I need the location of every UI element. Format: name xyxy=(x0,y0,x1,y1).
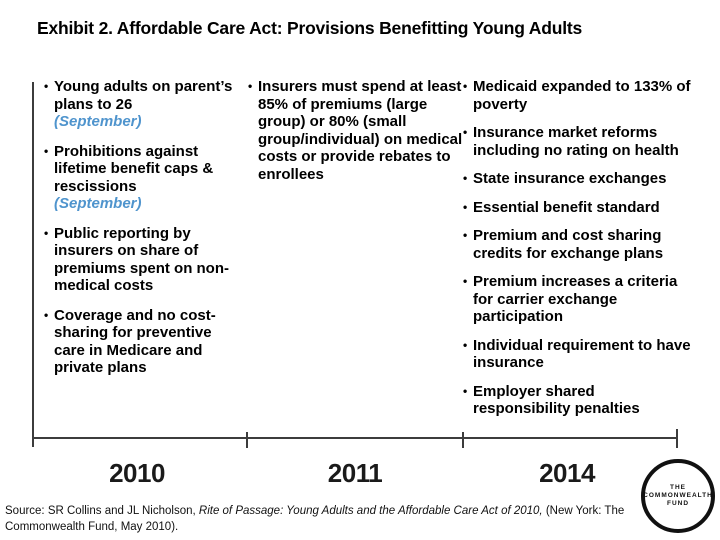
list-item: Essential benefit standard xyxy=(463,199,695,217)
timeline-tick-2011 xyxy=(246,432,248,448)
bullet-note: (September) xyxy=(54,195,142,212)
list-item: Premium and cost sharing credits for exc… xyxy=(463,227,695,262)
list-item: Prohibitions against lifetime benefit ca… xyxy=(44,143,236,213)
bullet-text: Prohibitions against lifetime benefit ca… xyxy=(54,142,214,195)
logo-line: THE xyxy=(670,484,686,491)
bullet-text: Medicaid expanded to 133% of poverty xyxy=(473,78,691,113)
source-suffix: (New York: The Commonwealth Fund, May 20… xyxy=(5,505,625,533)
list-item: Coverage and no cost-sharing for prevent… xyxy=(44,307,236,377)
timeline-tick-end xyxy=(676,429,678,448)
column-2011: Insurers must spend at least 85% of prem… xyxy=(248,78,463,195)
logo-line: COMMONWEALTH xyxy=(643,492,713,499)
column-2014: Medicaid expanded to 133% of poverty Ins… xyxy=(463,78,695,429)
bullet-text: Public reporting by insurers on share of… xyxy=(54,224,230,295)
bullet-text: Premium and cost sharing credits for exc… xyxy=(473,227,664,262)
bullet-text: Coverage and no cost-sharing for prevent… xyxy=(54,306,216,377)
list-item: Public reporting by insurers on share of… xyxy=(44,225,236,295)
bullet-note: (September) xyxy=(54,113,142,130)
list-item: State insurance exchanges xyxy=(463,170,695,188)
bullet-list-2014: Medicaid expanded to 133% of poverty Ins… xyxy=(463,78,695,418)
timeline-axis xyxy=(33,437,678,439)
bullet-text: Insurance market reforms including no ra… xyxy=(473,124,679,159)
list-item: Individual requirement to have insurance xyxy=(463,337,695,372)
bullet-text: Premium increases a criteria for carrier… xyxy=(473,273,678,325)
commonwealth-fund-logo: THE COMMONWEALTH FUND xyxy=(641,459,715,533)
timeline-left-riser xyxy=(32,82,34,447)
bullet-text: Young adults on parent’s plans to 26 xyxy=(54,78,233,113)
source-citation: Source: SR Collins and JL Nicholson, Rit… xyxy=(5,503,647,535)
list-item: Medicaid expanded to 133% of poverty xyxy=(463,78,695,113)
list-item: Employer shared responsibility penalties xyxy=(463,383,695,418)
list-item: Young adults on parent’s plans to 26 (Se… xyxy=(44,78,236,131)
bullet-text: State insurance exchanges xyxy=(473,170,667,187)
bullet-text: Employer shared responsibility penalties xyxy=(473,382,640,418)
timeline-label-2010: 2010 xyxy=(109,458,165,488)
timeline-tick-2014 xyxy=(462,432,464,448)
bullet-list-2010: Young adults on parent’s plans to 26 (Se… xyxy=(44,78,236,377)
page-title: Exhibit 2. Affordable Care Act: Provisio… xyxy=(37,18,583,38)
source-prefix: Source: SR Collins and JL Nicholson, xyxy=(5,505,199,517)
source-cited-title: Rite of Passage: Young Adults and the Af… xyxy=(198,505,543,517)
column-2010: Young adults on parent’s plans to 26 (Se… xyxy=(44,78,236,389)
timeline-label-2011: 2011 xyxy=(327,458,383,488)
logo-line: FUND xyxy=(666,500,690,507)
bullet-list-2011: Insurers must spend at least 85% of prem… xyxy=(248,78,463,183)
bullet-text: Insurers must spend at least 85% of prem… xyxy=(258,78,463,183)
bullet-text: Individual requirement to have insurance xyxy=(473,336,691,372)
bullet-text: Essential benefit standard xyxy=(473,198,660,216)
list-item: Insurers must spend at least 85% of prem… xyxy=(248,78,463,183)
timeline-label-2014: 2014 xyxy=(539,458,595,488)
list-item: Premium increases a criteria for carrier… xyxy=(463,273,695,326)
list-item: Insurance market reforms including no ra… xyxy=(463,124,695,159)
